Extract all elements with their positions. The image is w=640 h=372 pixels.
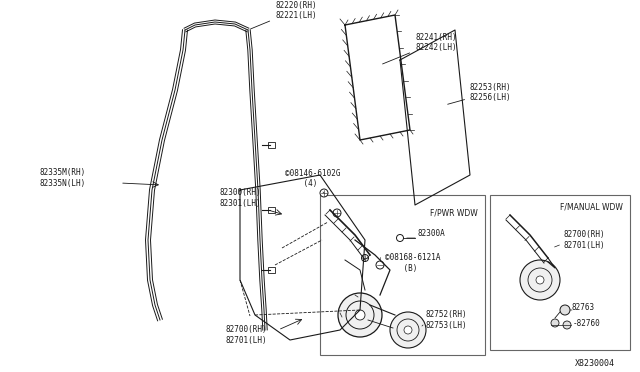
Bar <box>490 195 630 350</box>
Text: X8230004: X8230004 <box>575 359 615 368</box>
Text: ©08146-6102G
    (4): ©08146-6102G (4) <box>285 169 340 188</box>
Bar <box>268 142 275 148</box>
Text: 82752(RH)
82753(LH): 82752(RH) 82753(LH) <box>425 310 467 330</box>
Text: 82335M(RH)
82335N(LH): 82335M(RH) 82335N(LH) <box>40 168 86 188</box>
Text: ©08168-6121A
    (B): ©08168-6121A (B) <box>385 253 440 273</box>
Circle shape <box>551 319 559 327</box>
Bar <box>320 195 485 355</box>
Circle shape <box>390 312 426 348</box>
Text: 82763: 82763 <box>572 302 595 311</box>
Text: 82700(RH)
82701(LH): 82700(RH) 82701(LH) <box>563 230 605 250</box>
Circle shape <box>376 261 384 269</box>
Circle shape <box>355 310 365 320</box>
Circle shape <box>397 234 403 241</box>
Circle shape <box>338 293 382 337</box>
Circle shape <box>520 260 560 300</box>
Circle shape <box>333 209 341 217</box>
Bar <box>268 267 275 273</box>
Circle shape <box>536 276 544 284</box>
Circle shape <box>362 254 369 262</box>
Circle shape <box>404 326 412 334</box>
Text: 82300(RH)
82301(LH): 82300(RH) 82301(LH) <box>220 188 262 208</box>
Bar <box>268 207 275 213</box>
Text: F/PWR WDW: F/PWR WDW <box>430 208 478 217</box>
Text: 82253(RH)
82256(LH): 82253(RH) 82256(LH) <box>447 83 511 104</box>
Text: 82300A: 82300A <box>418 230 445 238</box>
Text: 82700(RH)
82701(LH): 82700(RH) 82701(LH) <box>225 325 267 345</box>
Circle shape <box>563 321 571 329</box>
Text: -82760: -82760 <box>573 318 601 327</box>
Text: 82220(RH)
82221(LH): 82220(RH) 82221(LH) <box>251 1 317 29</box>
Text: 82241(RH)
82242(LH): 82241(RH) 82242(LH) <box>383 33 456 64</box>
Circle shape <box>320 189 328 197</box>
Circle shape <box>560 305 570 315</box>
Text: F/MANUAL WDW: F/MANUAL WDW <box>560 203 623 212</box>
